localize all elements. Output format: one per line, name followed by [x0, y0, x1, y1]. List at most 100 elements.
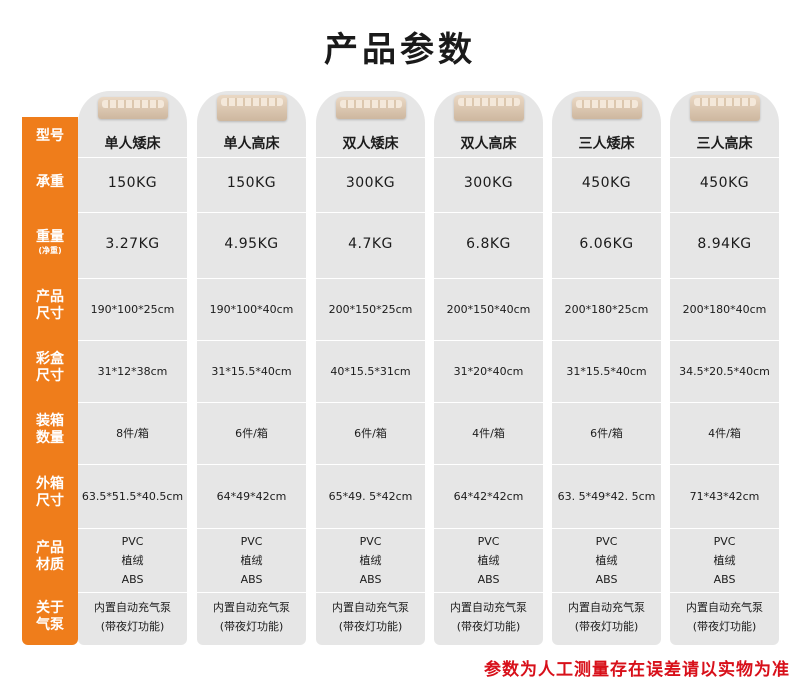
row-divider	[670, 402, 779, 403]
material-pvc: PVC	[477, 534, 500, 548]
disclaimer-note: 参数为人工测量存在误差请以实物为准	[484, 660, 790, 680]
product-name: 单人矮床	[104, 136, 161, 152]
label-load-text: 承重	[36, 173, 64, 190]
product-load: 300KG	[345, 175, 396, 191]
product-carton-size: 64*49*42cm	[216, 489, 287, 503]
row-divider	[197, 528, 306, 529]
row-label-column: 型号 承重 重量 (净重) 产品 尺寸 彩盒 尺寸 装箱 数量 外箱 尺寸 产品…	[22, 117, 78, 645]
product-column-4: 双人高床 300KG 6.8KG 200*150*40cm 31*20*40cm…	[434, 91, 543, 645]
product-material: PVC 植绒 ABS	[316, 529, 425, 591]
row-divider	[552, 157, 661, 158]
product-box-size: 40*15.5*31cm	[330, 364, 411, 378]
material-flocking: 植绒	[240, 553, 263, 567]
material-abs: ABS	[477, 572, 500, 586]
product-carton-size: 65*49. 5*42cm	[328, 489, 413, 503]
product-pack-qty: 4件/箱	[708, 427, 741, 440]
product-material: PVC 植绒 ABS	[434, 529, 543, 591]
label-box-size-line2: 尺寸	[36, 368, 64, 384]
label-load: 承重	[22, 155, 78, 209]
pump-type: 内置自动充气泵	[450, 601, 527, 614]
row-divider	[316, 592, 425, 593]
row-divider	[316, 340, 425, 341]
pump-feature: (带夜灯功能)	[692, 620, 757, 633]
pump-type: 内置自动充气泵	[686, 601, 763, 614]
row-divider	[552, 592, 661, 593]
material-flocking: 植绒	[359, 553, 382, 567]
product-pack-qty: 4件/箱	[472, 427, 505, 440]
row-divider	[434, 340, 543, 341]
material-pvc: PVC	[359, 534, 382, 548]
label-product-size: 产品 尺寸	[22, 275, 78, 337]
row-divider	[670, 157, 779, 158]
label-product-size-line1: 产品	[36, 289, 64, 305]
product-size: 200*180*25cm	[564, 302, 649, 316]
product-size: 200*180*40cm	[682, 302, 767, 316]
product-box-size: 31*15.5*40cm	[211, 364, 292, 378]
product-carton-size: 63.5*51.5*40.5cm	[81, 489, 184, 503]
product-carton-size: 64*42*42cm	[453, 489, 524, 503]
product-weight: 8.94KG	[697, 236, 752, 252]
row-divider	[197, 278, 306, 279]
material-flocking: 植绒	[713, 553, 736, 567]
product-load: 450KG	[699, 175, 750, 191]
row-divider	[316, 212, 425, 213]
row-divider	[78, 212, 187, 213]
product-box-size: 31*12*38cm	[97, 364, 168, 378]
product-load: 300KG	[463, 175, 514, 191]
pump-type: 内置自动充气泵	[94, 601, 171, 614]
product-name: 单人高床	[223, 136, 280, 152]
product-size: 200*150*40cm	[446, 302, 531, 316]
product-box-size: 31*15.5*40cm	[566, 364, 647, 378]
material-abs: ABS	[240, 572, 263, 586]
row-divider	[316, 278, 425, 279]
label-model: 型号	[22, 117, 78, 155]
label-material: 产品 材质	[22, 525, 78, 589]
label-weight: 重量 (净重)	[22, 209, 78, 275]
product-column-6: 三人高床 450KG 8.94KG 200*180*40cm 34.5*20.5…	[670, 91, 779, 645]
label-model-text: 型号	[36, 127, 64, 144]
product-size: 190*100*40cm	[209, 302, 294, 316]
material-abs: ABS	[359, 572, 382, 586]
product-size: 190*100*25cm	[90, 302, 175, 316]
product-box-size: 34.5*20.5*40cm	[679, 364, 770, 378]
product-material: PVC 植绒 ABS	[670, 529, 779, 591]
row-divider	[552, 528, 661, 529]
product-pump: 内置自动充气泵 (带夜灯功能)	[552, 593, 661, 641]
air-bed-image	[572, 97, 642, 119]
row-divider	[78, 278, 187, 279]
material-pvc: PVC	[240, 534, 263, 548]
row-divider	[197, 592, 306, 593]
material-pvc: PVC	[595, 534, 618, 548]
label-material-line2: 材质	[36, 557, 64, 573]
label-carton-size: 外箱 尺寸	[22, 461, 78, 525]
label-pump: 关于 气泵	[22, 589, 78, 645]
label-box-size-line1: 彩盒	[36, 351, 64, 367]
label-carton-size-line2: 尺寸	[36, 493, 64, 509]
row-divider	[552, 402, 661, 403]
row-divider	[552, 464, 661, 465]
row-divider	[78, 340, 187, 341]
row-divider	[670, 592, 779, 593]
label-pack-qty-line2: 数量	[36, 430, 64, 446]
product-weight: 4.95KG	[224, 236, 279, 252]
product-material: PVC 植绒 ABS	[78, 529, 187, 591]
row-divider	[670, 340, 779, 341]
row-divider	[552, 278, 661, 279]
product-name: 双人矮床	[342, 136, 399, 152]
product-pack-qty: 8件/箱	[116, 427, 149, 440]
product-pack-qty: 6件/箱	[354, 427, 387, 440]
product-weight: 4.7KG	[348, 236, 393, 252]
air-bed-image	[98, 97, 168, 119]
product-load: 450KG	[581, 175, 632, 191]
product-carton-size: 63. 5*49*42. 5cm	[557, 489, 656, 503]
label-pump-line2: 气泵	[36, 617, 64, 633]
material-abs: ABS	[121, 572, 144, 586]
air-bed-image	[217, 95, 287, 121]
product-name: 双人高床	[460, 136, 517, 152]
row-divider	[197, 464, 306, 465]
row-divider	[434, 528, 543, 529]
row-divider	[552, 212, 661, 213]
product-load: 150KG	[107, 175, 158, 191]
row-divider	[197, 402, 306, 403]
material-flocking: 植绒	[477, 553, 500, 567]
